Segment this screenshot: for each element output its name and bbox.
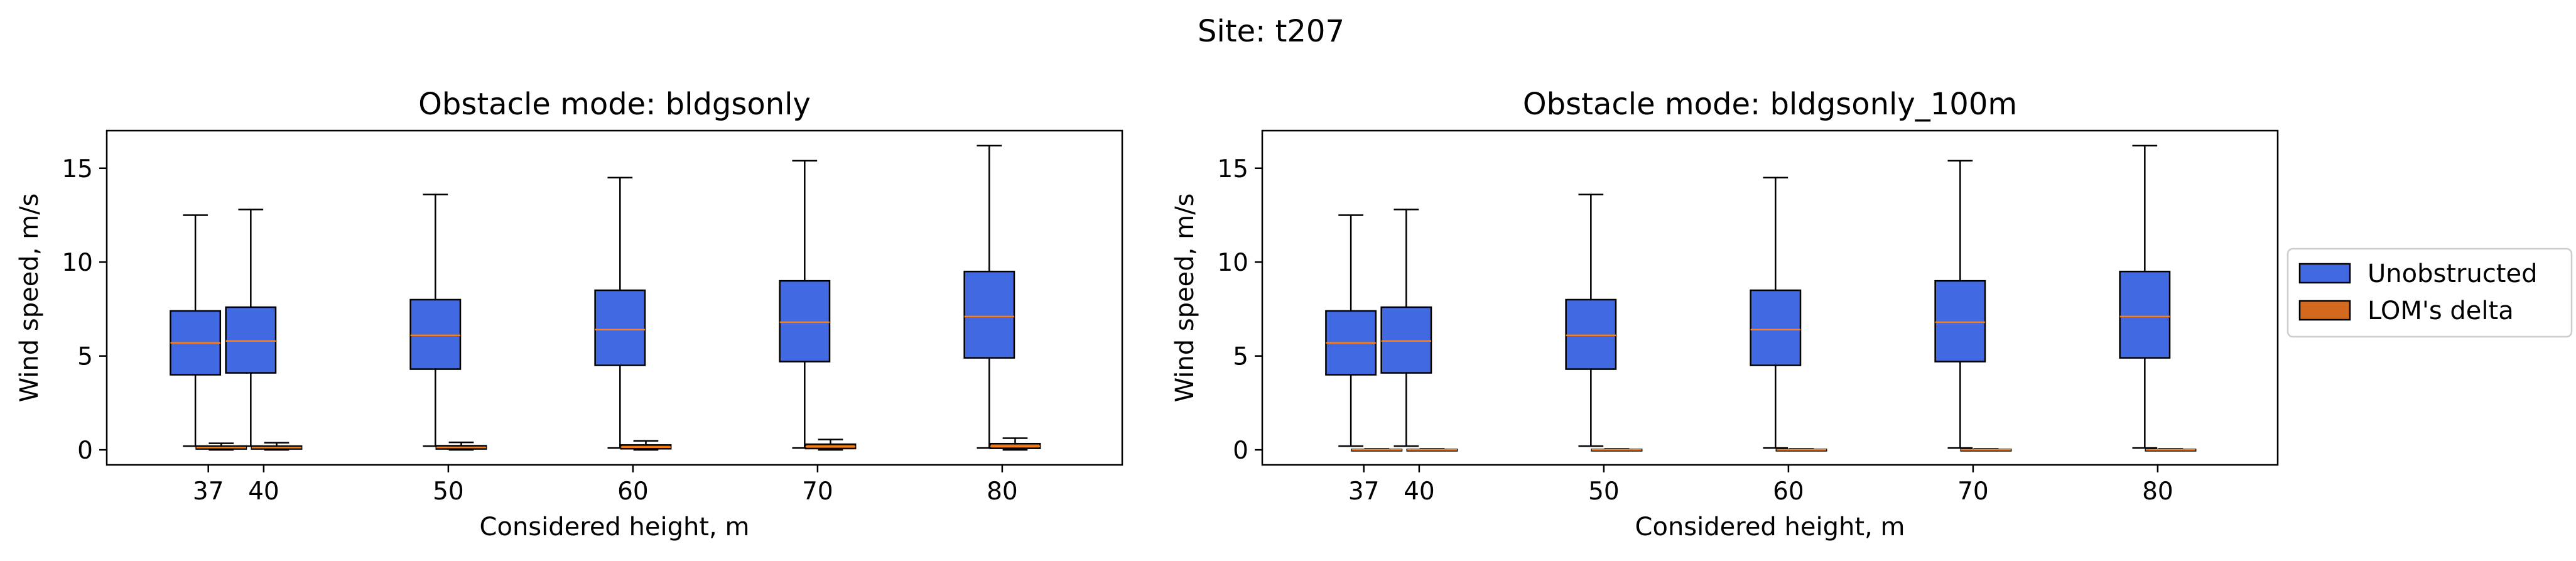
subplot-0-y-tick-label: 0 <box>77 437 93 465</box>
subplot-0-box-unobstructed-70 <box>779 160 831 449</box>
subplot-0-y-tick-label: 10 <box>62 249 93 277</box>
legend-label-unobstructed: Unobstructed <box>2368 259 2538 288</box>
box-body <box>1380 306 1432 374</box>
subplot-1-y-tick-label: 0 <box>1233 437 1248 465</box>
subplot-0-box-lom-s-delta-37 <box>195 442 247 451</box>
subplot-1-box-unobstructed-80 <box>2119 144 2171 449</box>
subplot-1-x-tick-label: 70 <box>1957 477 1989 506</box>
subplot-0-box-unobstructed-40 <box>225 209 277 447</box>
box-body <box>963 270 1015 359</box>
subplot-1-box-lom-s-delta-40 <box>1406 448 1458 452</box>
legend-swatch-lom-delta <box>2298 300 2351 321</box>
subplot-0-box-lom-s-delta-60 <box>620 440 672 451</box>
subplot-1-box-lom-s-delta-80 <box>2145 448 2197 452</box>
subplot-1-title: Obstacle mode: bldgsonly_100m <box>1523 87 2017 122</box>
box-body <box>225 306 277 374</box>
subplot-1-box-unobstructed-50 <box>1565 193 1617 447</box>
legend-swatch-unobstructed <box>2298 263 2351 284</box>
subplot-0-box-unobstructed-60 <box>594 177 646 449</box>
subplot-0-y-tick-label: 5 <box>77 343 93 371</box>
subplot-1-y-tick-label: 10 <box>1217 249 1248 277</box>
legend-frame <box>2286 248 2573 338</box>
legend-label-lom-delta: LOM's delta <box>2368 297 2514 325</box>
box-body <box>1750 289 1802 366</box>
subplot-1-box-unobstructed-37 <box>1325 214 1377 447</box>
subplot-1-y-tick-label: 15 <box>1217 155 1248 183</box>
box-body <box>779 280 831 362</box>
box-body <box>1934 280 1986 362</box>
subplot-1-box-unobstructed-40 <box>1380 209 1432 447</box>
subplot-1-x-tick-label: 37 <box>1348 477 1380 506</box>
subplot-1-y-tick-label: 5 <box>1233 343 1248 371</box>
subplot-1-box-lom-s-delta-37 <box>1351 448 1403 452</box>
subplot-1-box-unobstructed-60 <box>1750 177 1802 449</box>
subplot-1-box-lom-s-delta-60 <box>1775 448 1827 452</box>
subplot-0-x-tick-label: 50 <box>433 477 464 506</box>
box-body <box>1565 298 1617 370</box>
subplot-0-box-lom-s-delta-40 <box>251 442 303 451</box>
subplot-0-x-tick-label: 70 <box>802 477 833 506</box>
subplot-0-x-axis-label: Considered height, m <box>480 513 750 542</box>
subplot-0-x-tick-label: 37 <box>193 477 224 506</box>
subplot-1-x-tick-label: 80 <box>2142 477 2173 506</box>
figure-title: Site: t207 <box>1198 14 1345 49</box>
subplot-0-axes-frame <box>106 129 1123 466</box>
subplot-bldgsonly-100m: Obstacle mode: bldgsonly_100m 0 5 10 15 37 40 5… <box>1171 87 2279 542</box>
subplot-1-box-lom-s-delta-70 <box>1960 448 2012 452</box>
subplot-0-x-tick-label: 80 <box>987 477 1018 506</box>
box-body <box>594 289 646 366</box>
subplot-1-x-axis-label: Considered height, m <box>1635 513 1905 542</box>
subplot-0-y-tick-label: 15 <box>62 155 93 183</box>
subplot-0-box-unobstructed-50 <box>409 193 462 447</box>
subplot-0-x-tick-label: 60 <box>617 477 649 506</box>
subplot-0-box-unobstructed-37 <box>170 214 222 447</box>
subplot-1-x-tick-label: 50 <box>1588 477 1620 506</box>
subplot-0-y-axis-label: Wind speed, m/s <box>15 193 44 403</box>
subplot-0-box-lom-s-delta-70 <box>804 438 857 451</box>
subplot-1-box-unobstructed-70 <box>1934 160 1986 449</box>
box-body <box>2119 270 2171 359</box>
subplot-1-x-tick-label: 60 <box>1773 477 1804 506</box>
subplot-1-x-tick-label: 40 <box>1404 477 1435 506</box>
subplot-0-x-tick-label: 40 <box>248 477 279 506</box>
subplot-1-box-lom-s-delta-50 <box>1591 448 1643 452</box>
subplot-0-box-lom-s-delta-80 <box>989 437 1041 451</box>
subplot-0-box-unobstructed-80 <box>963 144 1015 449</box>
subplot-1-axes-frame <box>1261 129 2279 466</box>
box-body <box>409 298 462 370</box>
subplot-1-y-axis-label: Wind speed, m/s <box>1171 193 1199 403</box>
subplot-0-box-lom-s-delta-50 <box>435 441 487 451</box>
subplot-bldgsonly: Obstacle mode: bldgsonly 0 5 10 15 37 40 50 60 70… <box>15 87 1123 542</box>
subplot-0-title: Obstacle mode: bldgsonly <box>418 87 811 122</box>
legend: Unobstructed LOM's delta <box>2286 248 2573 338</box>
